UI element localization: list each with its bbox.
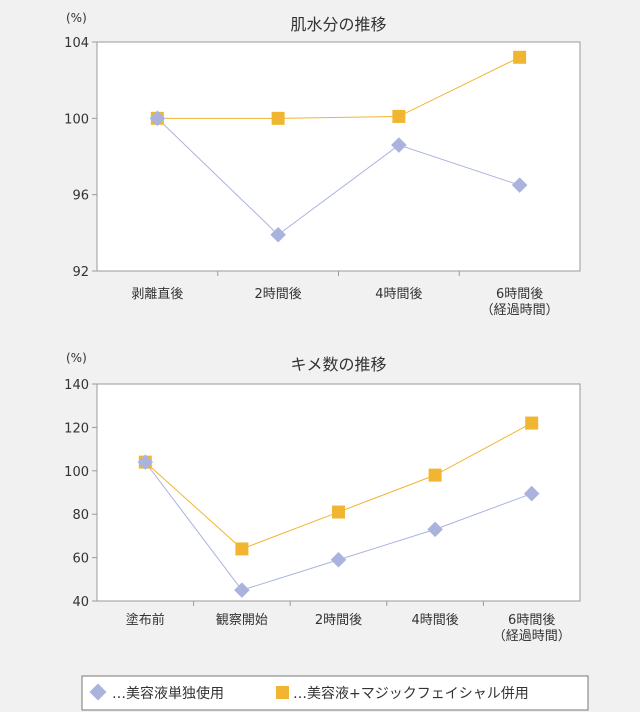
y-tick-label: 100: [64, 465, 89, 480]
x-tick-label: （経過時間）: [493, 629, 571, 644]
data-point-square: [392, 109, 406, 123]
x-tick-label: 塗布前: [126, 612, 165, 628]
y-axis-unit: (%): [66, 11, 87, 25]
diamond-icon: [89, 683, 107, 701]
legend-item-combined: …美容液+マジックフェイシャル併用: [276, 685, 529, 702]
legend: …美容液単独使用 …美容液+マジックフェイシャル併用: [81, 675, 589, 711]
x-tick-label: 4時間後: [411, 613, 458, 628]
x-tick-label: 6時間後: [496, 287, 543, 302]
y-tick-label: 140: [64, 378, 89, 393]
plot-area: [96, 383, 581, 602]
y-tick-label: 80: [72, 508, 89, 523]
x-tick-label: 6時間後: [508, 613, 555, 628]
legend-item-solo: …美容液単独使用: [89, 683, 224, 702]
square-icon: [276, 686, 289, 699]
data-point-square: [332, 505, 345, 519]
y-tick-label: 100: [64, 112, 89, 127]
legend-label-combined: …美容液+マジックフェイシャル併用: [293, 685, 529, 702]
data-point-diamond: [234, 582, 250, 598]
x-tick-label: 剥離直後: [131, 287, 183, 302]
data-point-diamond: [270, 226, 286, 243]
legend-label-solo: …美容液単独使用: [112, 685, 224, 702]
data-point-square: [271, 111, 285, 125]
series-line-1: [157, 117, 520, 236]
x-tick-label: 4時間後: [375, 287, 422, 302]
data-point-square: [428, 468, 442, 482]
data-point-square: [513, 50, 527, 64]
chart-1: 肌水分の推移 (%) 92 96 100 104 剥離直後 2時間後 4時間後 6時間後（経過時間…: [64, 11, 581, 318]
chart-title: キメ数の推移: [290, 355, 386, 374]
y-tick-label: 40: [72, 595, 89, 610]
data-point-diamond: [511, 177, 528, 193]
y-tick-label: 104: [64, 36, 89, 51]
y-tick-label: 60: [72, 552, 89, 567]
data-point-square: [525, 416, 539, 430]
series-line-2: [157, 56, 520, 119]
x-tick-label: 観察開始: [216, 613, 268, 628]
x-tick-label: （経過時間）: [481, 303, 559, 318]
x-tick-label: 2時間後: [315, 613, 362, 628]
data-point-diamond: [137, 454, 154, 470]
y-tick-label: 96: [72, 189, 89, 204]
data-point-diamond: [391, 137, 407, 153]
data-point-diamond: [149, 110, 166, 127]
y-tick-label: 92: [72, 265, 89, 280]
y-tick-label: 120: [64, 421, 89, 436]
plot-area: [96, 41, 581, 272]
y-axis-unit: (%): [66, 351, 87, 365]
chart-title: 肌水分の推移: [290, 15, 386, 34]
x-tick-label: 2時間後: [254, 287, 301, 302]
chart-2: キメ数の推移 (%) 40 60 80 100 120 140 塗布前 観察開始 2時間後 4時間後 6…: [64, 351, 581, 644]
legend-box: [81, 675, 589, 711]
data-point-square: [235, 542, 249, 556]
